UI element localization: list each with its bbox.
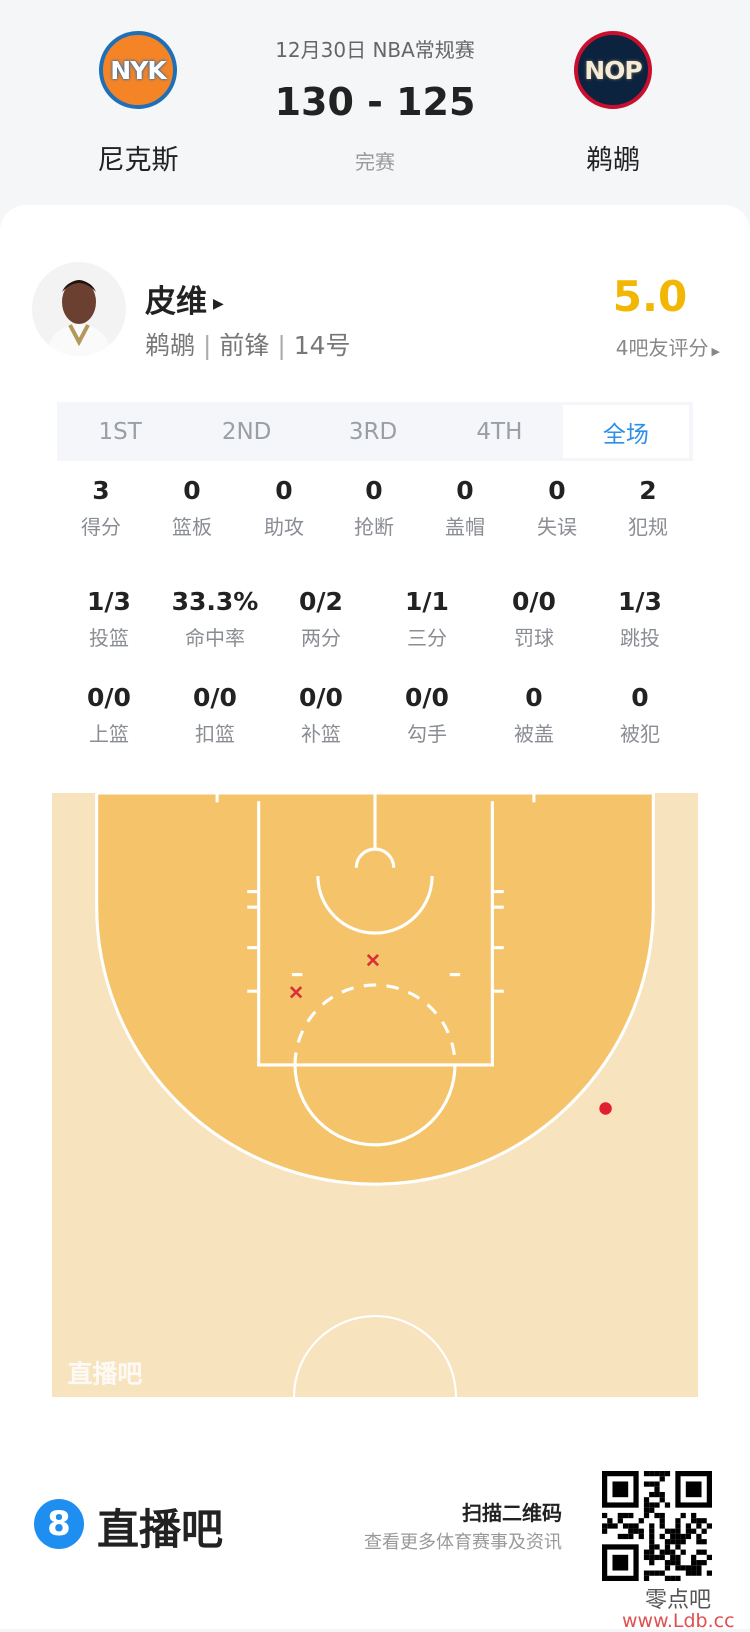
stat-item: 0/0 上篮 xyxy=(49,683,169,747)
stat-value: 0 xyxy=(525,683,543,712)
court-watermark: 直播吧 xyxy=(68,1359,143,1388)
stat-item: 0/2 两分 xyxy=(261,587,381,651)
lane xyxy=(257,801,494,1067)
home-team-logo[interactable]: NYK xyxy=(99,31,177,109)
stat-label: 扣篮 xyxy=(195,722,235,746)
stat-label: 两分 xyxy=(301,626,341,650)
stat-value: 0/0 xyxy=(193,683,237,712)
stat-label: 得分 xyxy=(81,515,121,539)
qr-code[interactable] xyxy=(602,1471,712,1581)
stat-item: 0 盖帽 xyxy=(405,476,525,540)
stat-label: 篮板 xyxy=(172,515,212,539)
watermark-url: www.Ldb.cc xyxy=(622,1610,735,1632)
stat-item: 2 犯规 xyxy=(588,476,708,540)
tab-4th[interactable]: 4TH xyxy=(476,418,523,445)
stat-label: 助攻 xyxy=(264,515,304,539)
shot-miss xyxy=(289,986,303,999)
stat-value: 0/0 xyxy=(87,683,131,712)
stat-label: 抢断 xyxy=(354,515,394,539)
stat-value: 0 xyxy=(275,476,293,505)
match-status: 完赛 xyxy=(355,150,395,174)
stat-label: 跳投 xyxy=(620,626,660,650)
stat-value: 0 xyxy=(365,476,383,505)
away-team-name[interactable]: 鹈鹕 xyxy=(586,145,640,176)
restricted-arc xyxy=(316,876,434,935)
stat-value: 33.3% xyxy=(171,587,259,616)
player-avatar[interactable] xyxy=(32,262,126,356)
play-arrow-icon: ▶ xyxy=(213,295,224,312)
shot-miss xyxy=(366,953,380,967)
player-rating: 5.0 xyxy=(612,272,688,321)
stat-item: 0 篮板 xyxy=(132,476,252,540)
rim xyxy=(354,847,396,868)
stat-label: 被盖 xyxy=(514,722,554,746)
stat-label: 罚球 xyxy=(514,626,554,650)
three-point-area xyxy=(95,793,655,1186)
stat-value: 1/3 xyxy=(618,587,662,616)
stat-label: 命中率 xyxy=(185,626,245,650)
away-team-logo[interactable]: NOP xyxy=(574,31,652,109)
tab-1st[interactable]: 1ST xyxy=(98,418,142,445)
stat-value: 0 xyxy=(456,476,474,505)
stat-value: 0 xyxy=(548,476,566,505)
ft-circle-lower xyxy=(293,1064,457,1147)
stat-item: 0/0 补篮 xyxy=(261,683,381,747)
match-score: 130 - 125 xyxy=(274,80,476,124)
tab-全场[interactable]: 全场 xyxy=(562,405,690,458)
stat-label: 三分 xyxy=(407,626,447,650)
stat-label: 失误 xyxy=(537,515,577,539)
ft-circle-upper xyxy=(293,983,457,1065)
scan-subtitle: 查看更多体育赛事及资讯 xyxy=(364,1532,562,1553)
stat-item: 0 被盖 xyxy=(474,683,594,747)
stat-value: 1/1 xyxy=(405,587,449,616)
stat-item: 3 得分 xyxy=(41,476,161,540)
home-team-name[interactable]: 尼克斯 xyxy=(97,145,179,176)
center-circle xyxy=(292,1315,458,1397)
stat-value: 2 xyxy=(639,476,657,505)
stat-value: 0/0 xyxy=(299,683,343,712)
brand-name: 直播吧 xyxy=(97,1505,224,1554)
stat-label: 被犯 xyxy=(620,722,660,746)
stat-value: 0/0 xyxy=(512,587,556,616)
stat-item: 0 被犯 xyxy=(580,683,700,747)
stat-label: 勾手 xyxy=(407,722,447,746)
tab-3rd[interactable]: 3RD xyxy=(348,418,398,445)
stat-item: 0/0 罚球 xyxy=(474,587,594,651)
brand-logo-icon: 8 xyxy=(34,1499,84,1549)
play-arrow-icon: ▶ xyxy=(711,345,720,358)
tab-2nd[interactable]: 2ND xyxy=(221,418,272,445)
shot-made xyxy=(599,1102,612,1115)
stat-value: 3 xyxy=(92,476,110,505)
scan-title: 扫描二维码 xyxy=(462,1501,562,1525)
period-tabs: 1ST 2ND 3RD 4TH 全场 xyxy=(57,402,693,461)
stat-item: 0 抢断 xyxy=(314,476,434,540)
stat-value: 0 xyxy=(183,476,201,505)
stat-item: 33.3% 命中率 xyxy=(155,587,275,651)
stat-item: 0/0 扣篮 xyxy=(155,683,275,747)
stat-value: 0/0 xyxy=(405,683,449,712)
lane-hash-marks xyxy=(247,890,504,993)
stat-label: 犯规 xyxy=(628,515,668,539)
stat-item: 1/1 三分 xyxy=(367,587,487,651)
stat-item: 0 失误 xyxy=(497,476,617,540)
stat-item: 1/3 跳投 xyxy=(580,587,700,651)
stat-item: 1/3 投篮 xyxy=(49,587,169,651)
watermark-cn: 零点吧 xyxy=(645,1588,712,1613)
stat-item: 0/0 勾手 xyxy=(367,683,487,747)
rating-link[interactable]: 4吧友评分 ▶ xyxy=(615,336,720,360)
stat-value: 1/3 xyxy=(87,587,131,616)
stat-value: 0 xyxy=(631,683,649,712)
player-name-link[interactable]: 皮维 ▶ xyxy=(145,284,224,320)
stat-label: 投篮 xyxy=(89,626,129,650)
stat-label: 盖帽 xyxy=(445,515,485,539)
stat-label: 上篮 xyxy=(89,722,129,746)
shot-chart: 直播吧 xyxy=(52,793,698,1397)
stat-label: 补篮 xyxy=(301,722,341,746)
player-meta: 鹈鹕 | 前锋 | 14号 xyxy=(145,331,351,360)
stat-value: 0/2 xyxy=(299,587,343,616)
match-date-league: 12月30日 NBA常规赛 xyxy=(275,38,475,62)
stat-item: 0 助攻 xyxy=(224,476,344,540)
